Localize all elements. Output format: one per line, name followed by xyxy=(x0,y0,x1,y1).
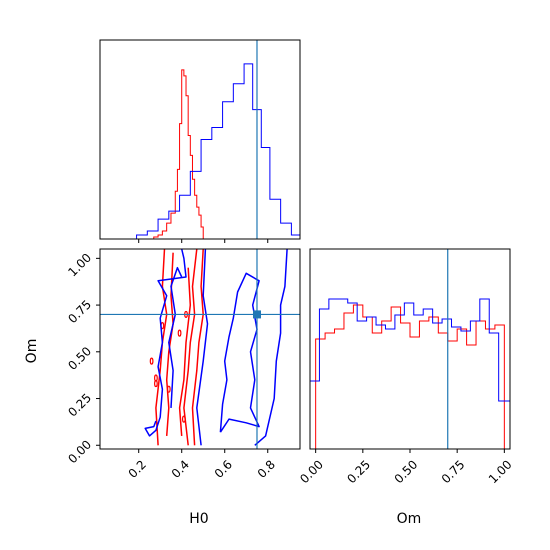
contour-x-tick-label-2: 0.4 xyxy=(169,457,192,480)
x-axis-label-om: Om xyxy=(397,511,422,527)
contour-truth-marker xyxy=(252,310,261,319)
contour-series-2-level-2 xyxy=(254,249,288,446)
contour-series-1-island-3 xyxy=(149,357,154,365)
contour-series-2-level-1 xyxy=(144,249,187,437)
om-x-tick-label-2: 0.25 xyxy=(344,457,373,486)
om-x-tick-label-3: 0.50 xyxy=(392,457,421,486)
contour-series-1-island-5 xyxy=(177,329,182,337)
contour-x-tick-label-1: 0.2 xyxy=(126,457,149,480)
y-axis-label-om: Om xyxy=(24,339,40,364)
contour-series-1-level-3 xyxy=(191,249,204,446)
contour-series-1-level-2 xyxy=(183,249,198,446)
h0-histogram-series-1 xyxy=(153,69,206,240)
x-axis-label-h0: H0 xyxy=(189,511,208,527)
om-histogram-series-1 xyxy=(315,304,505,449)
contour-panel-h0-om: 0.2 0.4 0.6 0.8 0.00 0.25 0.50 0.75 1.00 xyxy=(65,248,301,481)
contour-y-tick-label-2: 0.25 xyxy=(65,391,94,420)
contour-lines xyxy=(144,249,288,446)
contour-y-tick-label-1: 0.00 xyxy=(65,437,94,466)
histogram-panel-h0 xyxy=(99,39,301,243)
contour-series-1-level-4 xyxy=(165,252,174,436)
contour-x-tick-label-4: 0.8 xyxy=(255,457,278,480)
contour-y-tick-label-5: 1.00 xyxy=(65,251,94,280)
om-histogram-series-2 xyxy=(309,298,511,449)
contour-series-2-level-3 xyxy=(219,272,260,433)
contour-y-tick-label-3: 0.50 xyxy=(65,344,94,373)
h0-histogram-frame xyxy=(99,39,301,240)
om-x-tick-label-5: 1.00 xyxy=(486,457,515,486)
contour-series-1-island-7 xyxy=(181,415,186,423)
contour-series-2-level-4 xyxy=(196,249,209,446)
om-histogram-frame xyxy=(309,248,511,450)
contour-series-1-level-5 xyxy=(178,267,192,436)
h0-histogram-series-2 xyxy=(136,63,301,239)
om-x-tick-label-4: 0.75 xyxy=(439,457,468,486)
contour-x-tick-label-3: 0.6 xyxy=(212,457,235,480)
om-x-tick-label-1: 0.00 xyxy=(297,457,326,486)
histogram-panel-om: 0.00 0.25 0.50 0.75 1.00 xyxy=(297,248,515,486)
contour-series-1-island-4 xyxy=(166,385,171,393)
contour-frame xyxy=(99,248,301,450)
contour-series-1-island-2 xyxy=(154,374,158,382)
contour-y-tick-label-4: 0.75 xyxy=(65,297,94,326)
